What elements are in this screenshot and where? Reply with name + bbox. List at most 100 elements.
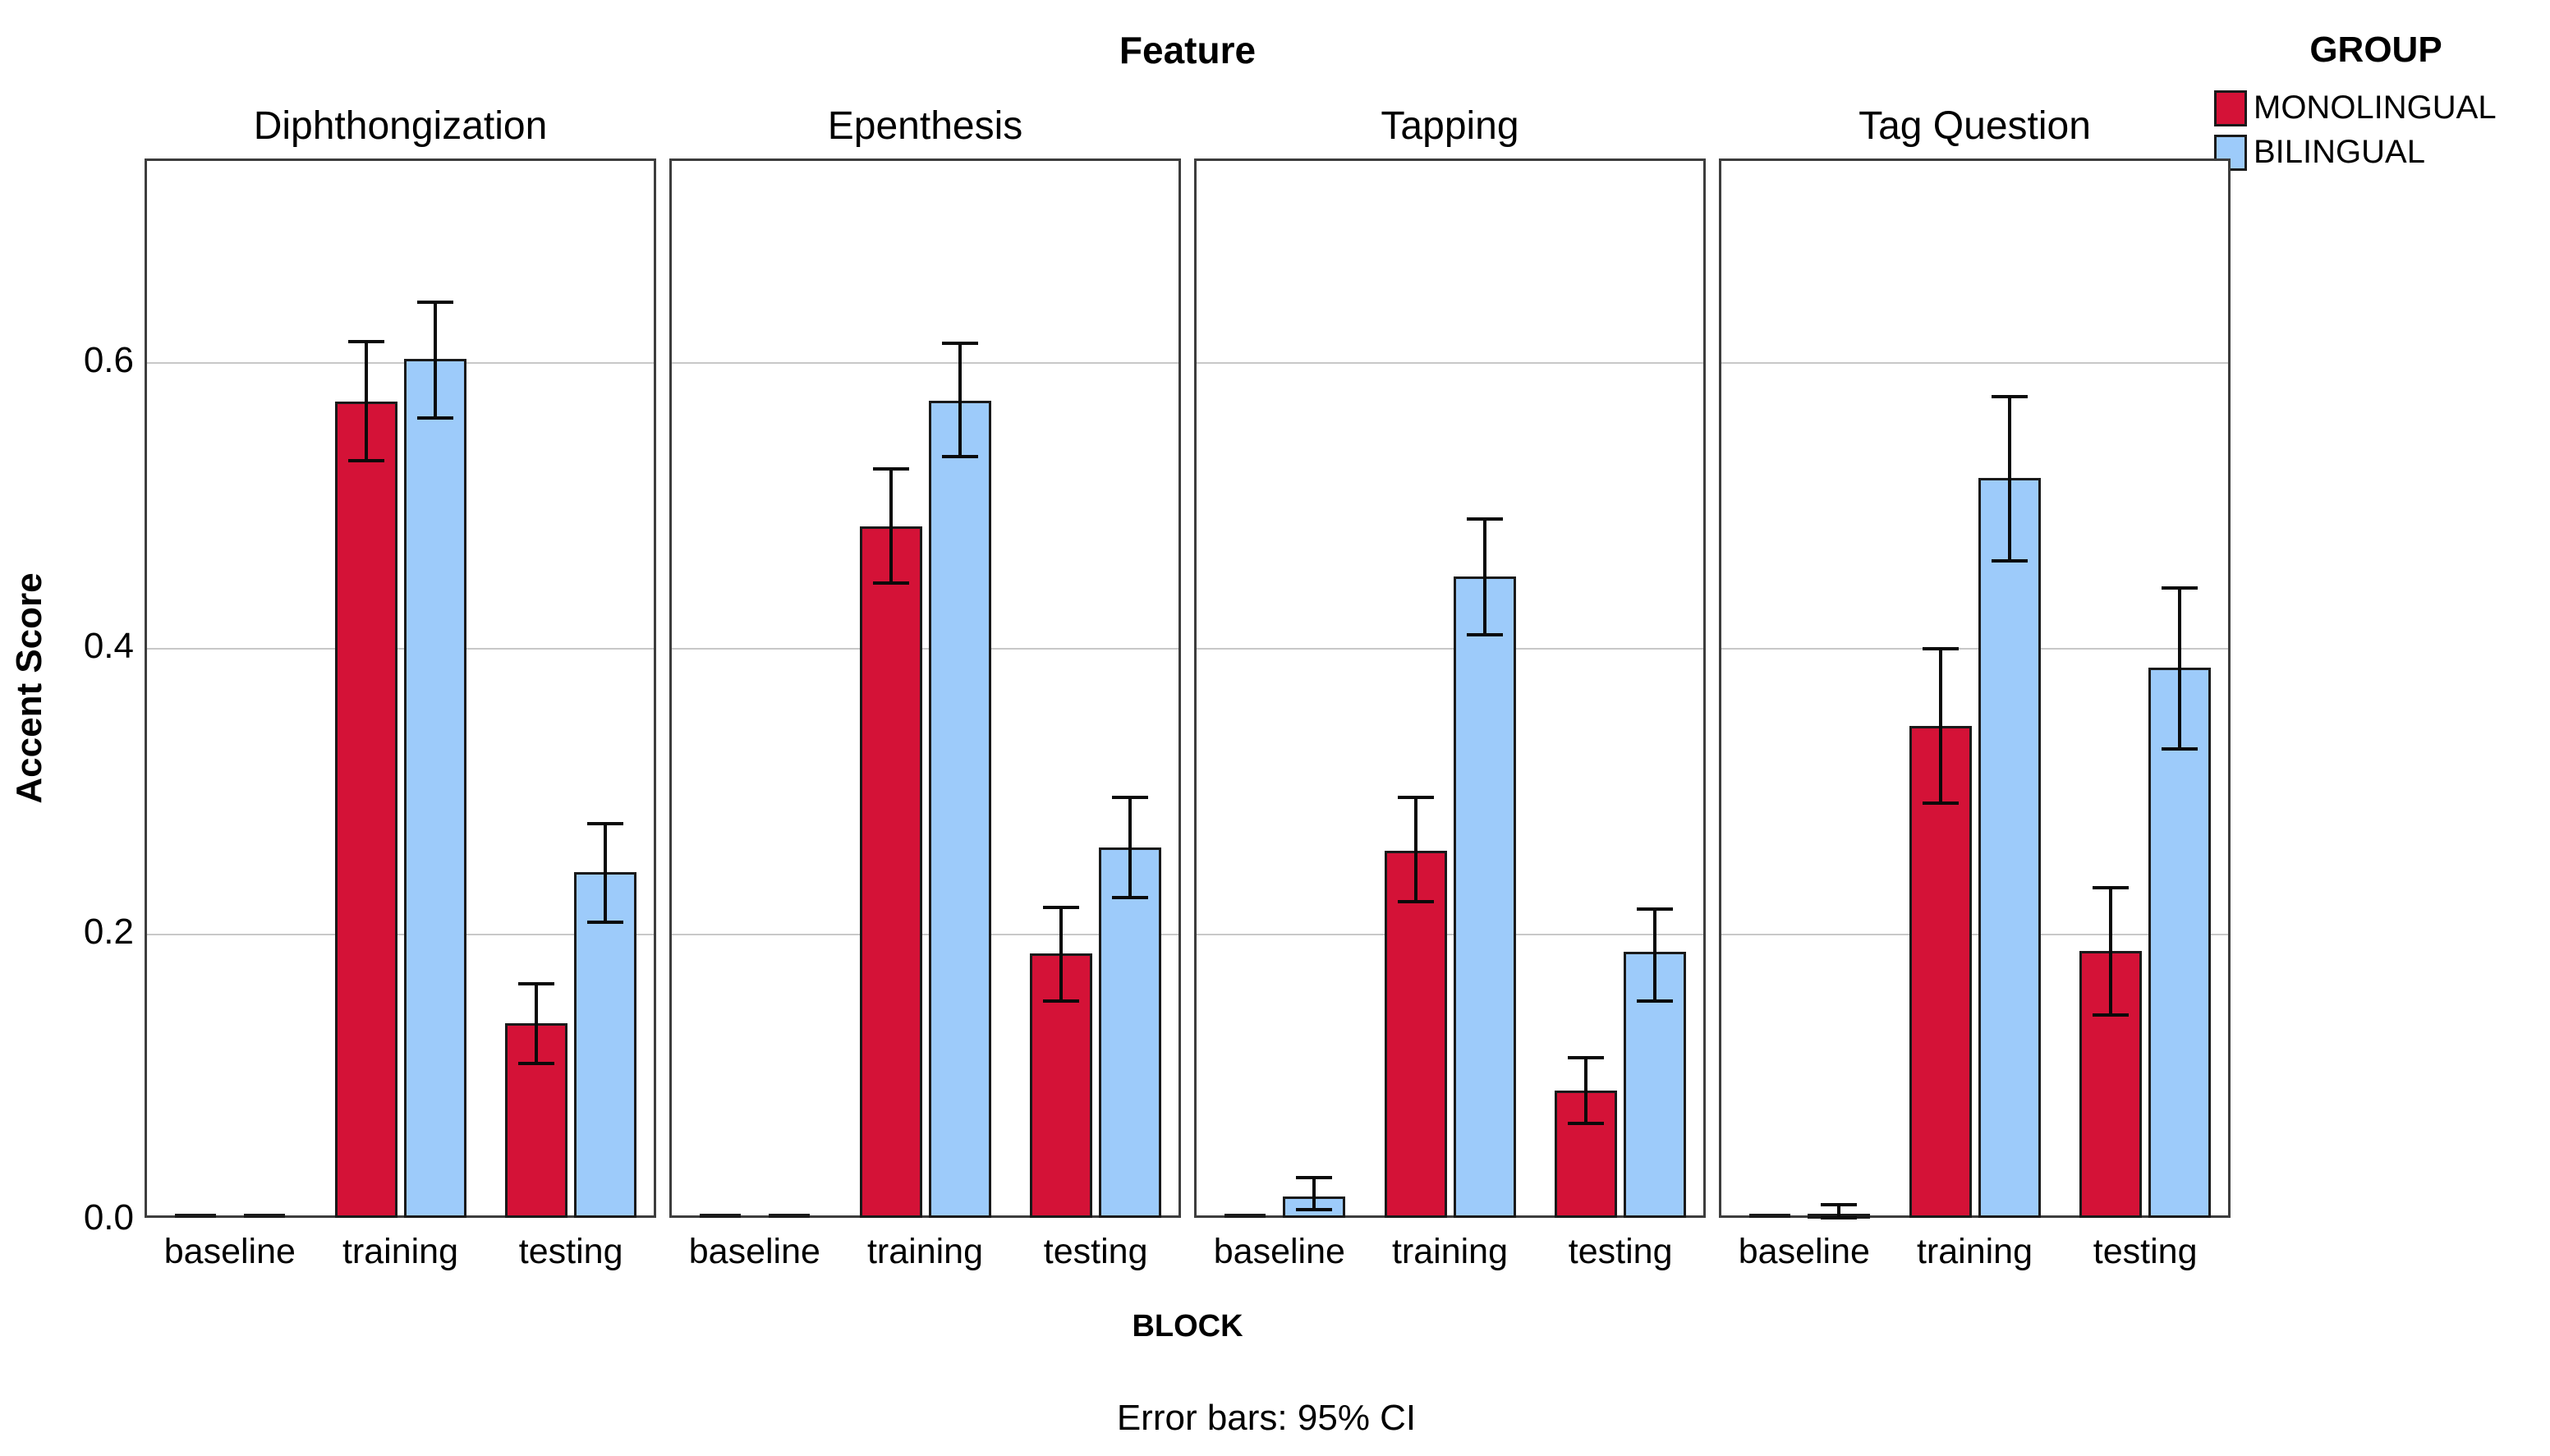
bar-bilingual-epenthesis-baseline [768,1214,810,1218]
x-tick-tag-question-testing: testing [2093,1232,2198,1271]
panel-title-epenthesis: Epenthesis [827,104,1023,148]
gridline-0.2 [1721,934,2228,935]
error-bar-monolingual-diphthongization-testing-bottom-cap [518,1062,555,1066]
error-bar-bilingual-tag-question-baseline-bottom-cap [1820,1216,1857,1219]
legend-title: GROUP [2309,30,2442,70]
error-bar-monolingual-tapping-testing [1584,1058,1588,1124]
chart-title: Feature [1119,29,1257,71]
bar-monolingual-tapping-training [1384,850,1447,1218]
x-tick-epenthesis-baseline: baseline [688,1232,820,1271]
legend-label-bilingual: BILINGUAL [2254,134,2425,170]
error-bar-monolingual-tapping-training-bottom-cap [1397,900,1434,904]
bar-bilingual-diphthongization-training [403,359,466,1218]
legend-label-monolingual: MONOLINGUAL [2254,90,2497,126]
gridline-0.4 [672,648,1179,650]
y-tick-0.6: 0.6 [83,340,134,380]
x-tick-tapping-training: training [1391,1232,1509,1271]
error-bar-monolingual-diphthongization-training [364,342,368,461]
error-bar-bilingual-epenthesis-testing [1128,797,1133,898]
bar-bilingual-tag-question-training [1978,477,2041,1218]
panel-title-tag-question: Tag Question [1859,104,2091,148]
error-bar-monolingual-tag-question-training-top-cap [1922,647,1959,651]
error-bar-bilingual-tapping-baseline-top-cap [1295,1176,1332,1180]
error-bar-bilingual-tapping-testing [1653,909,1657,1001]
error-bar-bilingual-tag-question-baseline [1836,1205,1840,1218]
error-bar-monolingual-tag-question-training [1938,649,1942,804]
error-bar-monolingual-tag-question-testing-top-cap [2093,886,2130,890]
error-bar-bilingual-tapping-testing-bottom-cap [1637,999,1674,1003]
y-tick-0.2: 0.2 [83,912,134,952]
gridline-0.6 [1721,362,2228,364]
y-tick-0.0: 0.0 [83,1197,134,1238]
bar-monolingual-tag-question-training [1909,726,1972,1218]
error-bar-monolingual-tapping-training [1413,797,1417,903]
error-bar-bilingual-tag-question-training-bottom-cap [1991,558,2028,563]
bar-bilingual-tapping-training [1453,576,1516,1218]
error-bar-monolingual-diphthongization-testing-top-cap [518,981,555,985]
error-bar-bilingual-epenthesis-training-top-cap [941,342,978,346]
gridline-0.2 [672,934,1179,935]
error-bar-bilingual-diphthongization-testing-top-cap [587,821,624,825]
y-tick-0.4: 0.4 [83,626,134,666]
panel-epenthesis [669,158,1181,1218]
error-bars-footnote: Error bars: 95% CI [1116,1398,1417,1438]
bar-monolingual-diphthongization-training [334,402,397,1218]
error-bar-monolingual-diphthongization-training-bottom-cap [347,458,384,462]
legend-swatch-monolingual-icon [2214,90,2247,126]
x-tick-epenthesis-training: training [866,1232,984,1271]
error-bar-monolingual-tag-question-testing [2109,888,2113,1015]
error-bar-bilingual-tapping-training-top-cap [1466,517,1503,521]
x-axis-label: BLOCK [1132,1309,1243,1343]
x-tick-epenthesis-testing: testing [1043,1232,1148,1271]
error-bar-monolingual-diphthongization-testing [535,983,539,1064]
x-tick-tapping-baseline: baseline [1213,1232,1345,1271]
error-bar-bilingual-tag-question-testing-bottom-cap [2162,747,2199,751]
bar-monolingual-epenthesis-baseline [699,1214,741,1218]
error-bar-bilingual-tapping-testing-top-cap [1637,907,1674,912]
panel-title-tapping: Tapping [1381,104,1519,148]
error-bar-bilingual-tapping-training [1482,519,1486,636]
gridline-0.4 [1721,648,2228,650]
error-bar-monolingual-tag-question-training-bottom-cap [1922,801,1959,806]
panel-diphthongization [145,158,656,1218]
gridline-0.6 [1197,362,1703,364]
bar-bilingual-diphthongization-baseline [243,1214,285,1218]
error-bar-monolingual-epenthesis-training [889,469,893,584]
error-bar-monolingual-tapping-testing-top-cap [1568,1056,1605,1060]
error-bar-monolingual-epenthesis-testing-bottom-cap [1043,999,1080,1003]
error-bar-bilingual-tapping-training-bottom-cap [1466,633,1503,637]
error-bar-bilingual-diphthongization-training-top-cap [416,300,453,304]
gridline-0.6 [147,362,654,364]
x-tick-tapping-testing: testing [1568,1232,1673,1271]
error-bar-bilingual-diphthongization-testing [604,823,608,922]
gridline-0.4 [147,648,654,650]
error-bar-bilingual-tag-question-testing-top-cap [2162,586,2199,590]
legend-swatch-bilingual-icon [2214,135,2247,171]
bar-monolingual-epenthesis-training [859,526,922,1218]
error-bar-bilingual-tag-question-training-top-cap [1991,394,2028,398]
error-bar-bilingual-diphthongization-testing-bottom-cap [587,920,624,924]
error-bar-monolingual-diphthongization-training-top-cap [347,340,384,344]
gridline-0.2 [1197,934,1703,935]
error-bar-monolingual-tapping-testing-bottom-cap [1568,1122,1605,1126]
error-bar-bilingual-epenthesis-testing-bottom-cap [1112,896,1149,900]
bar-monolingual-tapping-baseline [1224,1214,1266,1218]
error-bar-monolingual-tapping-training-top-cap [1397,796,1434,800]
error-bar-monolingual-epenthesis-testing [1059,907,1064,1001]
bar-bilingual-diphthongization-testing [574,871,637,1218]
panel-tapping [1194,158,1706,1218]
panel-title-diphthongization: Diphthongization [253,104,548,148]
error-bar-bilingual-tapping-baseline [1312,1178,1316,1210]
error-bar-bilingual-epenthesis-training-bottom-cap [941,454,978,458]
error-bar-bilingual-diphthongization-training [433,301,437,418]
bar-monolingual-tag-question-baseline [1748,1214,1790,1218]
error-bar-monolingual-tag-question-testing-bottom-cap [2093,1013,2130,1017]
error-bar-monolingual-epenthesis-training-top-cap [872,467,909,471]
bar-monolingual-diphthongization-baseline [174,1214,216,1218]
y-axis-label: Accent Score [9,572,49,804]
error-bar-bilingual-tag-question-training [2007,396,2011,561]
x-tick-diphthongization-baseline: baseline [163,1232,296,1271]
error-bar-bilingual-tag-question-baseline-top-cap [1820,1203,1857,1207]
gridline-0.6 [672,362,1179,364]
